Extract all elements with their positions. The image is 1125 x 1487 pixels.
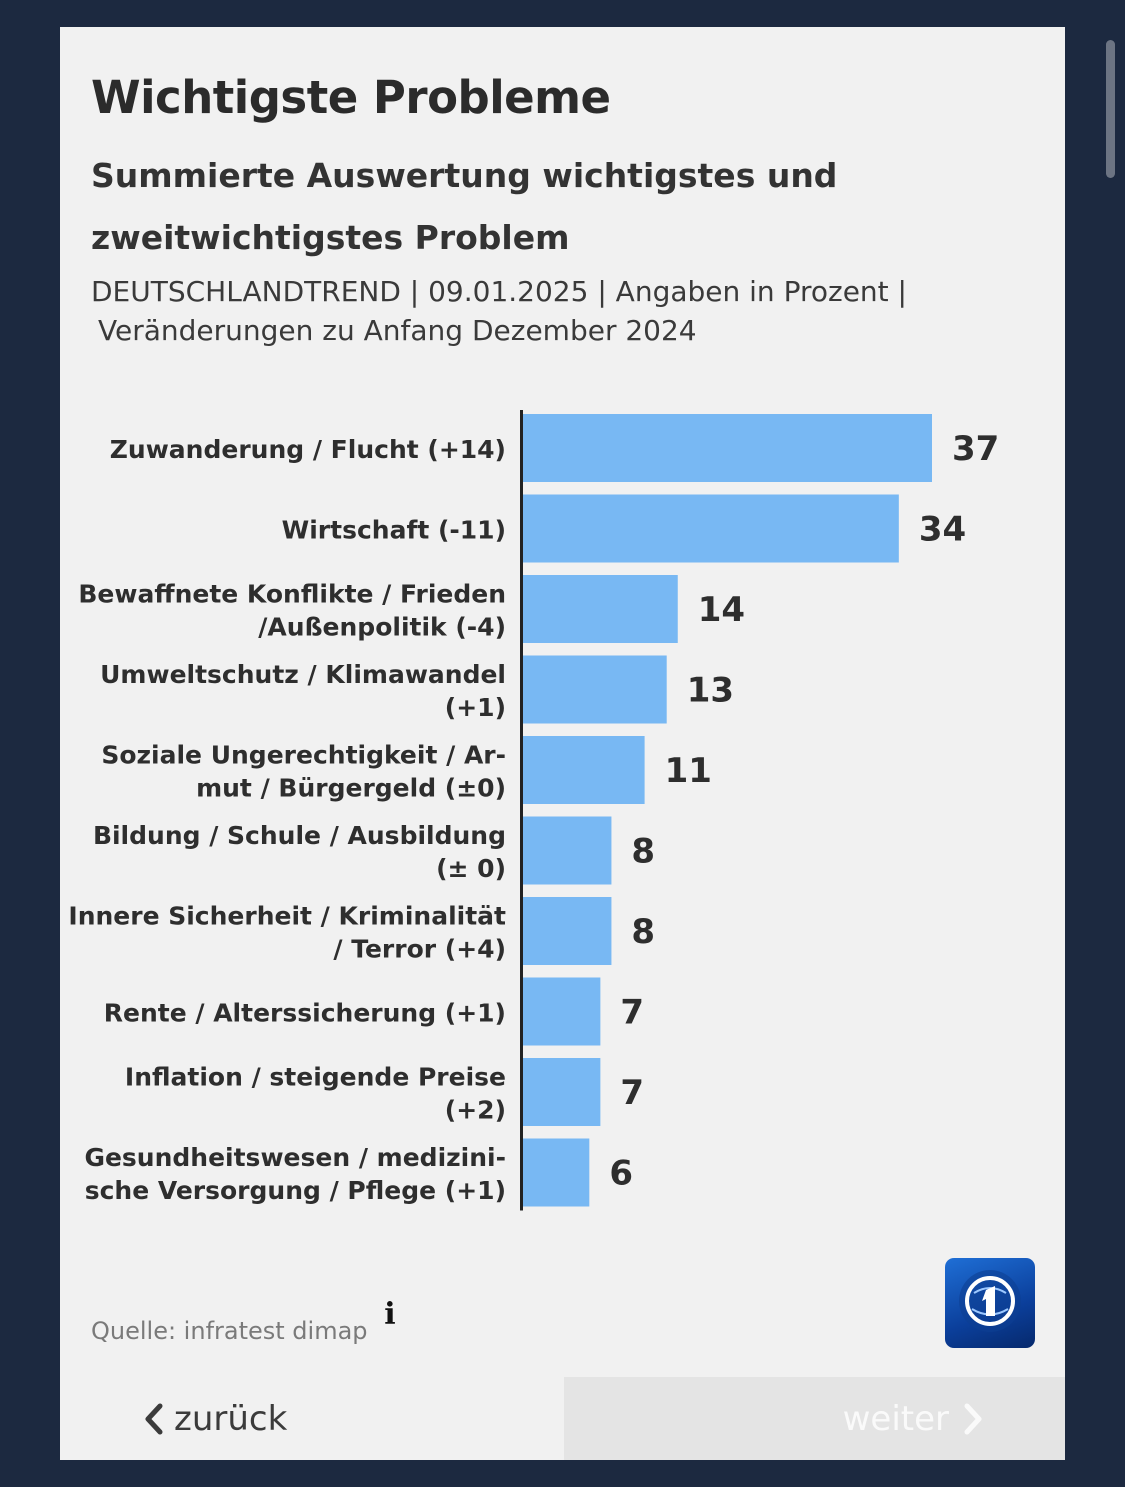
- category-label: Bildung / Schule / Ausbildung: [93, 821, 506, 850]
- data-label: 7: [620, 1073, 644, 1113]
- data-label: 13: [687, 671, 734, 711]
- data-label: 8: [631, 832, 655, 872]
- data-label: 37: [952, 429, 999, 469]
- back-button[interactable]: zurück: [60, 1377, 564, 1460]
- category-label: Umweltschutz / Klimawandel: [100, 660, 506, 689]
- category-label: (± 0): [436, 854, 506, 883]
- category-label: Inflation / steigende Preise: [125, 1063, 506, 1092]
- scrollbar[interactable]: [1106, 40, 1115, 178]
- chart-title: Wichtigste Probleme: [91, 71, 611, 124]
- category-label: Rente / Alterssicherung (+1): [104, 999, 506, 1028]
- category-label: Zuwanderung / Flucht (+14): [110, 435, 506, 464]
- data-label: 7: [620, 993, 644, 1033]
- bar: [523, 414, 932, 482]
- next-button[interactable]: weiter: [564, 1377, 1065, 1460]
- chevron-left-icon: [145, 1403, 163, 1434]
- bar: [523, 575, 678, 643]
- chevron-right-icon: [964, 1403, 982, 1434]
- data-label: 8: [631, 912, 655, 952]
- category-label: (+1): [445, 693, 506, 722]
- bar: [523, 736, 645, 804]
- info-icon[interactable]: i: [384, 1297, 396, 1332]
- bar-chart: 37 Zuwanderung / Flucht (+14) 34 Wirtschaft…: [68, 410, 999, 1211]
- category-label: Soziale Ungerechtigkeit / Ar-: [101, 741, 506, 770]
- category-label: Innere Sicherheit / Kriminalität: [68, 902, 506, 931]
- data-label: 14: [698, 590, 745, 630]
- tagesschau-logo: [945, 1258, 1035, 1348]
- bar: [523, 897, 612, 965]
- meta-line-1: DEUTSCHLANDTREND | 09.01.2025 | Angaben …: [91, 275, 907, 308]
- category-label: Gesundheitswesen / medizini-: [84, 1143, 506, 1172]
- back-button-label: zurück: [174, 1398, 288, 1439]
- meta-line-2: Veränderungen zu Anfang Dezember 2024: [98, 314, 697, 347]
- category-label: Bewaffnete Konflikte / Frieden: [78, 580, 506, 609]
- category-label: mut / Bürgergeld (±0): [196, 774, 506, 803]
- category-label: / Terror (+4): [333, 935, 506, 964]
- category-label: sche Versorgung / Pflege (+1): [85, 1176, 506, 1205]
- bar: [523, 494, 899, 563]
- category-label: (+2): [445, 1096, 506, 1125]
- category-label: Wirtschaft (-11): [282, 516, 506, 545]
- bar: [523, 816, 612, 885]
- data-label: 6: [609, 1154, 633, 1194]
- source-note: Quelle: infratest dimap: [91, 1317, 368, 1345]
- chart-card: Wichtigste Probleme Summierte Auswertung…: [60, 27, 1065, 1460]
- bar: [523, 977, 601, 1046]
- bar: [523, 655, 667, 724]
- data-label: 11: [665, 751, 712, 791]
- chart-meta: DEUTSCHLANDTREND | 09.01.2025 | Angaben …: [91, 272, 971, 350]
- chart-subtitle: Summierte Auswertung wichtigstes und zwe…: [91, 156, 838, 257]
- data-label: 34: [919, 510, 966, 550]
- bar: [523, 1138, 590, 1207]
- bar: [523, 1058, 601, 1126]
- next-button-label: weiter: [842, 1398, 949, 1439]
- category-label: /Außenpolitik (-4): [258, 613, 506, 642]
